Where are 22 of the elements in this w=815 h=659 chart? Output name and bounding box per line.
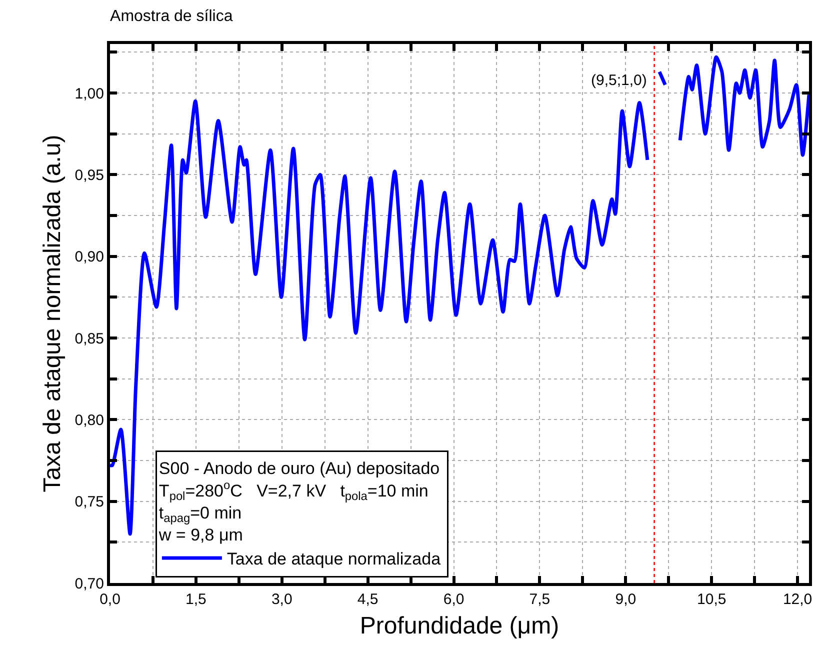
x-tick-label: 0,0 [100, 591, 120, 608]
y-tick-label: 0,80 [74, 412, 104, 429]
annotation: (9,5;1,0) [591, 72, 647, 89]
y-tick-label: 0,85 [74, 330, 104, 348]
y-tick-label: 0,75 [74, 494, 104, 511]
x-tick-label: 12,0 [782, 591, 812, 608]
x-tick-label: 4,5 [357, 591, 378, 608]
y-tick-label: 0,90 [74, 248, 104, 266]
text: S00 - Anodo de ouro (Au) depositado T$_{pol}$=280$^{o}$C V=2,7 kV t$_{pola}$=10 min t$_{apag}$=0 min w = 9,8 μm [158, 459, 440, 545]
x-axis-title: Profundidade (μm) [360, 612, 560, 640]
chart-title: Amostra de sílica [110, 8, 233, 26]
x-tick-label: 10,5 [697, 591, 726, 608]
y-tick-label: 0,95 [74, 166, 104, 184]
y-tick-label: 0,70 [74, 575, 104, 592]
x-tick-label: 7,5 [529, 591, 550, 608]
y-tick-label: 1,00 [74, 85, 104, 102]
x-tick-label: 3,0 [271, 591, 292, 608]
legend-label: Taxa de ataque normalizada [226, 550, 442, 569]
x-tick-label: 9,0 [615, 591, 636, 608]
x-tick-label: 6,0 [443, 591, 464, 608]
x-tick-label: 1,5 [186, 591, 206, 608]
y-axis-title: Taxa de ataque normalizada (a.u) [38, 134, 66, 492]
